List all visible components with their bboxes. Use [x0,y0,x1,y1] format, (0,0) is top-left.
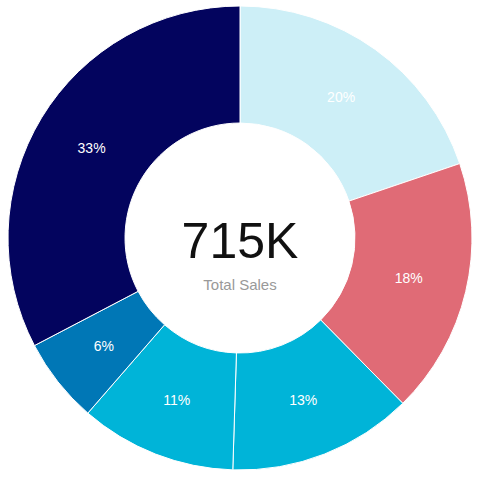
data-label: 33% [78,140,106,156]
slice [233,320,403,470]
chart: 20% 18% 13% 11% 6% 33% 715K Total Sales [0,0,480,479]
data-label: 6% [94,338,114,354]
center-label: Total Sales [203,276,276,293]
data-label: 20% [327,89,355,105]
slice [88,325,237,470]
data-label: 13% [289,392,317,408]
data-label: 18% [395,270,423,286]
donut: 20% 18% 13% 11% 6% 33% [8,6,472,470]
center-value: 715K [182,213,299,269]
slice [8,6,240,346]
data-label: 11% [163,392,190,408]
slice [240,6,460,201]
